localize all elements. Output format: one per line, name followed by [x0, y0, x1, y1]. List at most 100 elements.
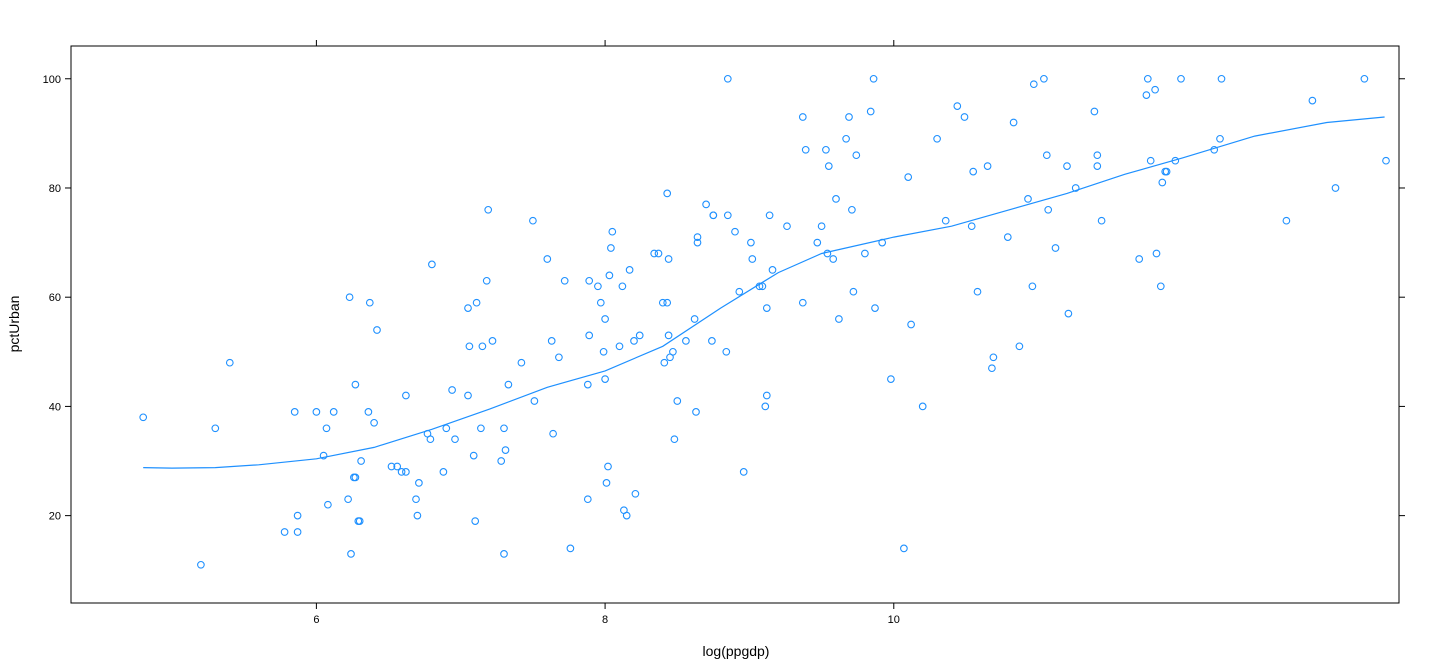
data-point — [365, 298, 374, 307]
data-point — [319, 451, 328, 460]
data-point — [464, 391, 472, 400]
data-point — [599, 347, 608, 356]
data-point — [351, 380, 360, 389]
data-point — [500, 424, 508, 433]
data-point — [748, 255, 757, 263]
data-point — [412, 495, 420, 504]
data-point — [708, 337, 716, 345]
data-point — [941, 216, 950, 225]
data-point — [664, 255, 673, 263]
data-point — [464, 304, 472, 312]
data-point — [560, 276, 569, 285]
data-point — [1177, 74, 1185, 83]
data-point — [347, 550, 355, 558]
data-point — [211, 424, 220, 433]
data-point — [387, 462, 396, 471]
data-point — [583, 380, 592, 389]
data-point — [1146, 156, 1155, 165]
data-point — [832, 195, 840, 203]
data-point — [497, 457, 506, 465]
data-point — [635, 331, 644, 340]
data-point — [500, 550, 508, 558]
data-point — [866, 107, 875, 116]
data-point — [988, 364, 996, 373]
data-point — [1217, 74, 1226, 83]
data-point — [355, 517, 364, 525]
data-point — [1009, 118, 1018, 127]
data-point — [543, 255, 552, 263]
data-point — [798, 113, 807, 121]
x-tick-label: 8 — [602, 614, 608, 626]
data-point — [650, 249, 659, 258]
data-point — [1090, 107, 1099, 116]
data-point — [451, 435, 459, 444]
data-point — [967, 222, 976, 231]
data-point — [960, 113, 969, 121]
data-point — [484, 205, 493, 214]
data-point — [658, 298, 667, 307]
data-point — [1158, 178, 1167, 187]
data-point — [1171, 156, 1180, 165]
data-point — [723, 211, 732, 220]
data-point — [596, 298, 605, 307]
data-point — [762, 391, 771, 400]
data-point — [723, 74, 732, 83]
data-point — [225, 358, 234, 367]
data-point — [504, 380, 513, 389]
data-point — [428, 260, 436, 269]
data-point — [670, 435, 679, 444]
data-point — [861, 249, 869, 258]
data-point — [290, 408, 299, 416]
y-tick-label: 60 — [49, 292, 61, 304]
data-point — [547, 337, 556, 345]
data-point — [530, 397, 539, 405]
data-point — [735, 287, 744, 296]
data-point — [1071, 184, 1080, 192]
data-point — [747, 238, 755, 247]
data-point — [465, 342, 474, 351]
data-point — [1040, 74, 1048, 83]
data-point — [1015, 342, 1024, 351]
data-point — [630, 337, 638, 345]
data-point — [871, 304, 879, 312]
x-tick-label: 6 — [313, 614, 319, 626]
data-point — [585, 276, 594, 285]
data-point — [690, 315, 699, 323]
data-point — [631, 489, 640, 498]
data-point — [669, 347, 677, 356]
data-point — [845, 113, 853, 121]
data-point — [426, 435, 435, 444]
data-point — [1097, 216, 1106, 225]
smoother-line — [143, 116, 1385, 469]
data-point — [344, 495, 352, 504]
data-point — [1382, 156, 1390, 165]
data-point — [1308, 96, 1317, 105]
data-point — [482, 276, 491, 285]
data-point — [904, 173, 913, 181]
data-point — [324, 500, 332, 509]
y-axis-title: pctUrban — [6, 296, 22, 353]
data-point — [448, 386, 456, 394]
data-point — [1135, 255, 1144, 263]
data-point — [1331, 184, 1340, 192]
data-point — [702, 200, 710, 209]
data-point — [555, 353, 563, 362]
data-point — [693, 238, 702, 247]
data-point — [415, 479, 423, 487]
data-point — [402, 468, 410, 476]
data-point — [755, 282, 764, 291]
data-point — [1282, 216, 1291, 225]
data-point — [739, 468, 748, 476]
data-point — [852, 151, 861, 160]
x-tick-label: 10 — [888, 614, 900, 626]
data-point — [472, 298, 481, 307]
data-point — [583, 495, 592, 504]
data-point — [1029, 80, 1038, 89]
data-point — [983, 162, 992, 170]
data-point — [373, 326, 381, 334]
data-point — [842, 134, 850, 143]
data-point — [761, 402, 770, 411]
data-point — [625, 266, 634, 274]
x-axis-title: log(ppgdp) — [703, 643, 770, 659]
